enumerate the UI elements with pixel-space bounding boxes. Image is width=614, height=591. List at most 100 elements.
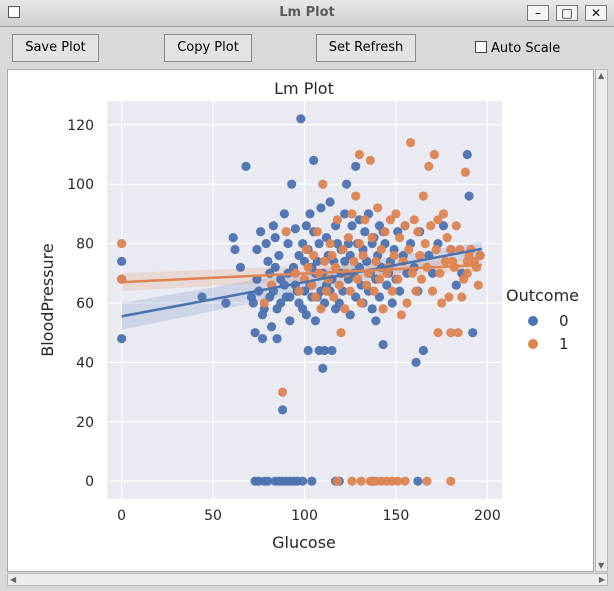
data-point-0 xyxy=(287,179,297,189)
data-point-1 xyxy=(316,304,326,314)
data-point-1 xyxy=(446,328,456,338)
data-point-1 xyxy=(457,292,467,302)
data-point-1 xyxy=(380,227,390,237)
data-point-1 xyxy=(327,250,337,261)
data-point-1 xyxy=(373,203,383,213)
data-point-0 xyxy=(250,328,260,338)
y-tick-label: 60 xyxy=(76,296,94,312)
data-point-0 xyxy=(270,233,280,243)
scroll-left-icon[interactable]: ◀ xyxy=(10,575,17,584)
data-point-1 xyxy=(411,286,421,296)
plot-canvas: 0 50 100 150 200 0 20 40 60 80 100 120 Lm Plot Glu… xyxy=(7,69,594,572)
save-plot-button[interactable]: Save Plot xyxy=(12,34,99,62)
set-refresh-button[interactable]: Set Refresh xyxy=(316,34,416,62)
scatter-points xyxy=(117,114,485,486)
data-point-1 xyxy=(330,262,341,272)
close-button[interactable]: ✕ xyxy=(585,5,607,21)
data-point-0 xyxy=(468,328,478,338)
data-point-1 xyxy=(360,215,370,225)
window-title: Lm Plot xyxy=(279,5,335,20)
data-point-1 xyxy=(318,179,328,189)
data-point-1 xyxy=(435,268,445,278)
data-point-0 xyxy=(274,250,284,261)
legend-marker-1 xyxy=(528,339,538,349)
data-point-1 xyxy=(413,227,423,237)
horizontal-scrollbar[interactable]: ◀ ▶ xyxy=(7,573,608,586)
y-tick-label: 100 xyxy=(67,177,94,193)
data-point-0 xyxy=(261,238,271,249)
x-tick-label: 50 xyxy=(204,508,222,524)
x-tick-labels: 0 50 100 150 200 xyxy=(117,508,501,524)
data-point-1 xyxy=(462,268,472,278)
data-point-1 xyxy=(369,286,379,296)
data-point-1 xyxy=(440,256,450,266)
data-point-1 xyxy=(321,286,332,296)
scroll-down-icon[interactable]: ▼ xyxy=(598,561,605,570)
lm-plot-chart: 0 50 100 150 200 0 20 40 60 80 100 120 Lm Plot Glu… xyxy=(38,79,579,552)
data-point-1 xyxy=(365,155,375,166)
data-point-0 xyxy=(378,339,388,350)
grid xyxy=(107,101,502,499)
data-point-0 xyxy=(298,476,308,486)
data-point-1 xyxy=(446,244,456,255)
data-point-1 xyxy=(394,233,405,243)
data-point-0 xyxy=(318,363,328,373)
scroll-up-icon[interactable]: ▲ xyxy=(598,71,605,80)
data-point-0 xyxy=(418,345,428,356)
data-point-0 xyxy=(367,304,377,314)
data-point-0 xyxy=(197,292,207,302)
data-point-1 xyxy=(404,244,414,255)
data-point-1 xyxy=(453,328,463,338)
data-point-1 xyxy=(307,280,317,290)
data-point-0 xyxy=(360,227,370,237)
data-point-0 xyxy=(413,476,423,486)
data-point-1 xyxy=(294,286,304,296)
checkbox-box[interactable] xyxy=(475,41,487,53)
data-point-0 xyxy=(451,280,461,290)
toolbar: Save Plot Copy Plot Set Refresh Auto Sca… xyxy=(0,27,614,69)
data-point-0 xyxy=(351,292,361,302)
chart-title: Lm Plot xyxy=(274,79,334,98)
data-point-1 xyxy=(354,238,364,249)
x-tick-label: 100 xyxy=(291,508,318,524)
data-point-1 xyxy=(303,262,313,272)
data-point-0 xyxy=(290,224,300,234)
minimize-button[interactable]: – xyxy=(527,5,549,21)
data-point-1 xyxy=(301,244,311,255)
data-point-0 xyxy=(241,161,251,171)
data-point-1 xyxy=(462,256,472,266)
regression-line-1 xyxy=(121,263,482,284)
data-point-1 xyxy=(309,250,319,261)
data-point-1 xyxy=(444,292,454,302)
auto-scale-label: Auto Scale xyxy=(491,41,561,56)
data-point-1 xyxy=(343,233,353,243)
data-point-0 xyxy=(263,476,273,486)
maximize-button[interactable]: □ xyxy=(556,5,578,21)
copy-plot-button[interactable]: Copy Plot xyxy=(164,34,252,62)
data-point-0 xyxy=(279,209,289,219)
data-point-1 xyxy=(400,476,410,486)
data-point-1 xyxy=(349,256,359,266)
data-point-1 xyxy=(438,209,449,219)
data-point-1 xyxy=(356,476,366,486)
data-point-0 xyxy=(394,286,405,296)
data-point-0 xyxy=(257,334,268,344)
data-point-1 xyxy=(473,280,483,290)
data-point-1 xyxy=(336,328,346,338)
vertical-scrollbar[interactable]: ▲ ▼ xyxy=(595,69,608,572)
legend-marker-0 xyxy=(528,316,538,326)
scroll-right-icon[interactable]: ▶ xyxy=(598,575,605,584)
legend-title: Outcome xyxy=(506,286,579,305)
data-point-0 xyxy=(263,256,273,266)
data-point-1 xyxy=(424,161,434,171)
data-point-1 xyxy=(385,215,396,225)
data-point-0 xyxy=(285,316,295,326)
auto-scale-checkbox[interactable]: Auto Scale xyxy=(475,41,560,56)
data-point-0 xyxy=(283,238,293,249)
data-point-0 xyxy=(411,357,421,367)
data-point-0 xyxy=(314,238,324,249)
data-point-1 xyxy=(356,298,366,308)
data-point-0 xyxy=(272,334,282,344)
legend: Outcome 0 1 xyxy=(506,286,579,353)
data-point-1 xyxy=(347,476,357,486)
